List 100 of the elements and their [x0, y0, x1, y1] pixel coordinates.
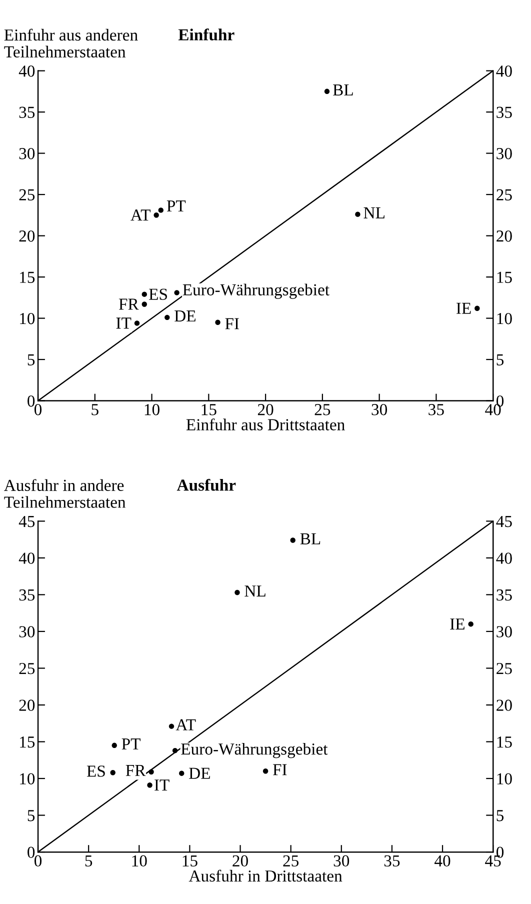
- point: [474, 306, 480, 311]
- y-tick-label: 30: [19, 626, 35, 638]
- y2-tick-label: 40: [496, 552, 512, 564]
- x-axis-title: Einfuhr aus Drittstaaten: [186, 418, 345, 430]
- y-tick-label: 5: [28, 354, 35, 366]
- x-tick-label: 10: [144, 404, 160, 416]
- annotation: ES: [86, 766, 105, 777]
- annotation: IT: [116, 318, 132, 329]
- annotation: AT: [130, 210, 151, 221]
- point: [215, 320, 220, 325]
- x-tick-label: 25: [314, 404, 330, 416]
- point: [154, 212, 159, 218]
- annotation: NL: [364, 207, 384, 218]
- y-tick-label: 30: [19, 148, 35, 160]
- y2-tick-label: 15: [497, 272, 512, 283]
- y-tick-label: 25: [19, 662, 35, 674]
- annotation: Euro-Währungsgebiet: [181, 742, 328, 758]
- y2-tick-label: 5: [496, 810, 504, 822]
- x-tick-label: 30: [372, 404, 388, 416]
- y2-tick-label: 25: [496, 189, 512, 200]
- chart-title: Ausfuhr: [176, 478, 236, 491]
- chart-title: Einfuhr: [178, 28, 234, 40]
- annotation: FR: [118, 298, 139, 310]
- x-tick-label: 5: [92, 404, 98, 416]
- annotation: Euro-Währungsgebiet: [182, 284, 330, 299]
- point: [147, 782, 152, 788]
- annotation: AT: [176, 719, 196, 730]
- annotation: IE: [456, 302, 471, 314]
- point: [262, 768, 268, 774]
- y2-tick-label: 45: [496, 516, 512, 528]
- y-tick-label: 35: [19, 106, 35, 118]
- annotation: DE: [189, 768, 210, 779]
- y-tick-label: 20: [19, 230, 35, 242]
- x-axis-title: Ausfuhr in Drittstaaten: [188, 870, 342, 882]
- annotation: BL: [333, 84, 353, 96]
- point: [142, 302, 147, 307]
- y2-tick-label: 20: [496, 700, 512, 711]
- point: [148, 769, 154, 774]
- y2-tick-label: 20: [496, 230, 512, 242]
- x-tick-label: 20: [232, 855, 248, 867]
- y2-tick-label: 35: [496, 106, 512, 118]
- x-tick-label: 35: [384, 855, 400, 867]
- point: [355, 212, 360, 217]
- x-tick-label: 25: [283, 855, 299, 867]
- y-axis-title: Ausfuhr in andere Teilnehmerstaaten: [4, 479, 126, 508]
- y-tick-label: 15: [20, 272, 35, 283]
- y2-tick-label: 30: [496, 626, 512, 638]
- y2-tick-label: 15: [497, 736, 512, 748]
- y2-tick-label: 40: [496, 65, 512, 77]
- y2-tick-label: 30: [496, 148, 512, 160]
- annotation: IT: [154, 780, 170, 791]
- x-tick-label: 40: [434, 855, 450, 867]
- annotation: DE: [174, 310, 196, 322]
- annotation: ES: [149, 288, 167, 300]
- annotation: FR: [126, 764, 146, 776]
- y-tick-label: 20: [19, 700, 35, 711]
- y2-tick-label: 10: [497, 312, 512, 324]
- y-tick-label: 10: [20, 773, 35, 784]
- point: [110, 770, 116, 776]
- point: [158, 208, 164, 213]
- point: [468, 621, 474, 627]
- y-axis-title: Einfuhr aus anderen Teilnehmerstaaten: [4, 28, 138, 58]
- x-tick-label: 30: [334, 855, 350, 867]
- point: [174, 290, 180, 296]
- y-tick-label: 40: [18, 552, 35, 564]
- point: [290, 538, 296, 543]
- y-tick-label: 15: [20, 736, 35, 748]
- annotation: PT: [122, 738, 140, 750]
- annotation: NL: [244, 586, 266, 596]
- annotation: FI: [272, 764, 287, 776]
- annotation: PT: [166, 200, 186, 212]
- x-tick-label: 15: [182, 855, 198, 867]
- annotation: FI: [225, 318, 239, 330]
- x-tick-label: 15: [202, 404, 216, 416]
- point: [112, 742, 117, 748]
- x-tick-label: 20: [258, 404, 274, 416]
- x-tick-label: 5: [85, 855, 92, 867]
- y2-tick-label: 25: [496, 662, 512, 674]
- point: [142, 292, 147, 297]
- annotation: IE: [450, 618, 464, 630]
- x-tick-label: 35: [428, 404, 444, 416]
- y-tick-label: 5: [28, 810, 35, 822]
- point: [234, 590, 240, 596]
- point: [164, 314, 170, 320]
- y-tick-label: 0: [28, 846, 35, 858]
- y2-tick-label: 5: [496, 354, 504, 366]
- y-tick-label: 10: [20, 312, 35, 324]
- x-tick-label: 10: [132, 855, 147, 867]
- point: [324, 88, 330, 94]
- y-tick-label: 25: [19, 189, 35, 200]
- annotation: BL: [300, 533, 320, 544]
- point: [134, 320, 140, 326]
- y-tick-label: 40: [18, 65, 35, 77]
- point: [179, 770, 184, 776]
- y2-tick-label: 10: [497, 773, 512, 784]
- y-tick-label: 0: [28, 395, 35, 407]
- y2-tick-label: 35: [496, 589, 512, 601]
- point: [172, 748, 178, 754]
- y-tick-label: 45: [18, 516, 35, 528]
- point: [168, 724, 174, 729]
